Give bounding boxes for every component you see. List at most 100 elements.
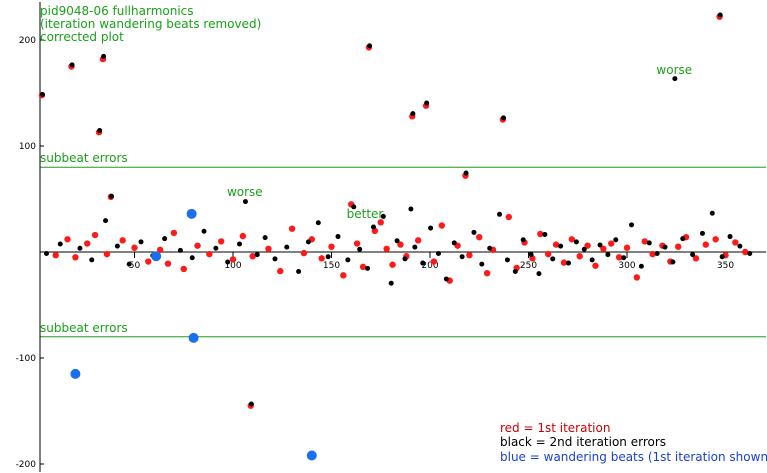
second-iteration-point bbox=[558, 243, 564, 249]
first-iteration-point bbox=[288, 225, 296, 232]
second-iteration-point bbox=[69, 62, 75, 68]
second-iteration-point bbox=[370, 224, 376, 230]
second-iteration-point bbox=[77, 245, 83, 251]
first-iteration-point bbox=[340, 272, 347, 279]
wandering-beats-point bbox=[188, 332, 199, 343]
second-iteration-point bbox=[719, 254, 725, 260]
second-iteration-point bbox=[471, 229, 477, 235]
first-iteration-point bbox=[119, 237, 126, 244]
x-tick-label: 350 bbox=[717, 261, 734, 271]
first-iteration-point bbox=[131, 244, 138, 251]
x-tick-label: 200 bbox=[421, 261, 438, 271]
x-tick-label: 50 bbox=[129, 261, 141, 271]
second-iteration-point bbox=[402, 256, 408, 262]
second-iteration-point bbox=[581, 246, 587, 252]
second-iteration-point bbox=[672, 76, 678, 82]
first-iteration-point bbox=[505, 213, 512, 221]
first-iteration-point bbox=[249, 253, 256, 260]
second-iteration-point bbox=[420, 260, 426, 266]
wandering-beats-point bbox=[70, 368, 81, 379]
x-tick-label: 150 bbox=[323, 261, 340, 271]
second-iteration-point bbox=[459, 254, 465, 260]
first-iteration-point bbox=[552, 241, 560, 248]
first-iteration-point bbox=[675, 243, 682, 250]
second-iteration-point bbox=[512, 269, 518, 275]
chart-title: pid9048-06 fullharmonics (iteration wand… bbox=[40, 4, 261, 44]
second-iteration-point bbox=[727, 234, 733, 240]
second-iteration-point bbox=[699, 230, 705, 236]
second-iteration-point bbox=[357, 246, 363, 252]
second-iteration-point bbox=[225, 259, 231, 265]
second-iteration-point bbox=[479, 261, 485, 267]
data-points bbox=[38, 12, 753, 461]
second-iteration-point bbox=[597, 242, 603, 248]
second-iteration-point bbox=[394, 238, 400, 244]
first-iteration-point bbox=[742, 248, 749, 256]
second-iteration-point bbox=[424, 100, 430, 106]
second-iteration-point bbox=[40, 92, 46, 98]
second-iteration-point bbox=[242, 199, 248, 205]
subbeat-error-label: subbeat errors bbox=[40, 321, 128, 335]
first-iteration-point bbox=[84, 240, 91, 247]
second-iteration-point bbox=[428, 225, 434, 231]
first-iteration-point bbox=[277, 267, 284, 275]
first-iteration-point bbox=[180, 265, 187, 273]
legend-blue: blue = wandering beats (1st iteration sh… bbox=[500, 450, 767, 464]
y-tick-label: -200 bbox=[16, 460, 37, 470]
first-iteration-point bbox=[537, 230, 544, 238]
first-iteration-point bbox=[170, 229, 178, 237]
first-iteration-point bbox=[600, 245, 607, 253]
first-iteration-point bbox=[438, 222, 446, 229]
second-iteration-point bbox=[463, 170, 469, 176]
second-iteration-point bbox=[315, 220, 321, 226]
second-iteration-point bbox=[709, 210, 715, 216]
second-iteration-point bbox=[108, 193, 114, 199]
second-iteration-point bbox=[662, 244, 668, 250]
y-tick-label: -100 bbox=[16, 354, 37, 364]
first-iteration-point bbox=[397, 241, 404, 248]
first-iteration-point bbox=[641, 238, 648, 245]
second-iteration-point bbox=[351, 204, 357, 210]
legend-red: red = 1st iteration bbox=[500, 421, 610, 435]
first-iteration-point bbox=[318, 255, 325, 262]
second-iteration-point bbox=[126, 261, 132, 267]
second-iteration-point bbox=[520, 237, 526, 243]
second-iteration-point bbox=[550, 256, 556, 262]
first-iteration-point bbox=[576, 253, 583, 260]
first-iteration-point bbox=[584, 242, 591, 249]
first-iteration-point bbox=[389, 261, 396, 268]
first-iteration-point bbox=[568, 236, 576, 243]
first-iteration-point bbox=[377, 219, 384, 226]
second-iteration-point bbox=[680, 236, 686, 242]
second-iteration-point bbox=[613, 237, 619, 243]
second-iteration-point bbox=[536, 271, 542, 277]
title-line-2: (iteration wandering beats removed) bbox=[40, 17, 261, 31]
first-iteration-point bbox=[156, 246, 164, 254]
legend-black: black = 2nd iteration errors bbox=[500, 435, 666, 449]
second-iteration-point bbox=[566, 260, 571, 266]
second-iteration-point bbox=[367, 43, 373, 49]
second-iteration-point bbox=[443, 276, 449, 282]
second-iteration-point bbox=[380, 213, 386, 219]
second-iteration-point bbox=[589, 257, 595, 263]
first-iteration-point bbox=[430, 258, 438, 265]
wandering-beats-point bbox=[306, 450, 317, 461]
first-iteration-point bbox=[623, 244, 631, 251]
first-iteration-point bbox=[702, 241, 709, 248]
second-iteration-point bbox=[654, 251, 660, 257]
legend: red = 1st iteration black = 2nd iteratio… bbox=[500, 421, 767, 464]
second-iteration-point bbox=[296, 269, 302, 275]
title-line-1: pid9048-06 fullharmonics bbox=[40, 4, 194, 18]
second-iteration-point bbox=[737, 243, 743, 249]
second-iteration-point bbox=[435, 251, 441, 257]
second-iteration-point bbox=[629, 222, 635, 228]
second-iteration-point bbox=[605, 252, 611, 258]
first-iteration-point bbox=[476, 233, 483, 241]
second-iteration-point bbox=[365, 265, 371, 271]
second-iteration-point bbox=[747, 251, 753, 257]
second-iteration-point bbox=[345, 257, 351, 263]
subbeat-error-label: subbeat errors bbox=[40, 151, 128, 165]
second-iteration-point bbox=[177, 247, 183, 253]
first-iteration-point bbox=[206, 250, 213, 258]
